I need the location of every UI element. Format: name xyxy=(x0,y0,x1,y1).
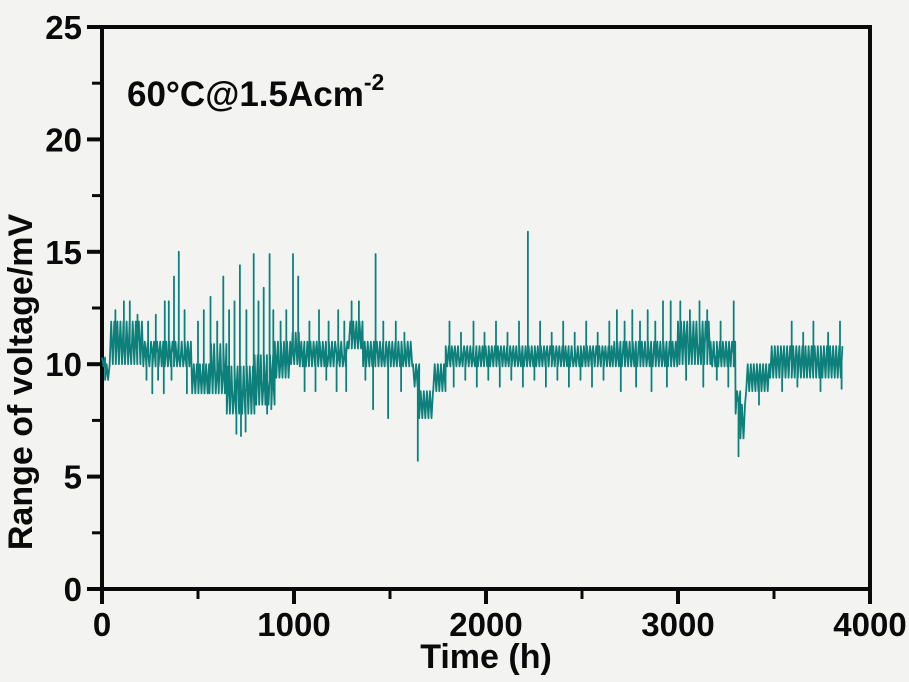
voltage-range-trace xyxy=(101,230,844,462)
y-tick-label-20: 20 xyxy=(45,121,82,158)
x-axis-title: Time (h) xyxy=(420,638,552,676)
x-tick-label-3000: 3000 xyxy=(641,606,714,643)
condition-annotation-superscript: -2 xyxy=(364,69,384,95)
plot-area: 0 1000 2000 3000 4000 0 5 10 15 20 25 xyxy=(45,9,906,643)
plot-border xyxy=(100,25,872,591)
y-axis-title: Range of voltage/mV xyxy=(2,214,40,551)
x-tick-label-2000: 2000 xyxy=(449,606,522,643)
x-tick-label-4000: 4000 xyxy=(833,606,906,643)
x-tick-label-1000: 1000 xyxy=(257,606,330,643)
condition-annotation: 60°C@1.5Acm-2 xyxy=(127,69,384,114)
y-tick-label-15: 15 xyxy=(45,234,82,271)
y-tick-label-25: 25 xyxy=(45,9,82,46)
x-tick-label-0: 0 xyxy=(93,606,111,643)
condition-annotation-main: 60°C@1.5Acm xyxy=(127,75,364,114)
y-tick-label-10: 10 xyxy=(45,346,82,383)
y-tick-label-5: 5 xyxy=(64,459,82,496)
y-tick-label-0: 0 xyxy=(64,571,82,608)
